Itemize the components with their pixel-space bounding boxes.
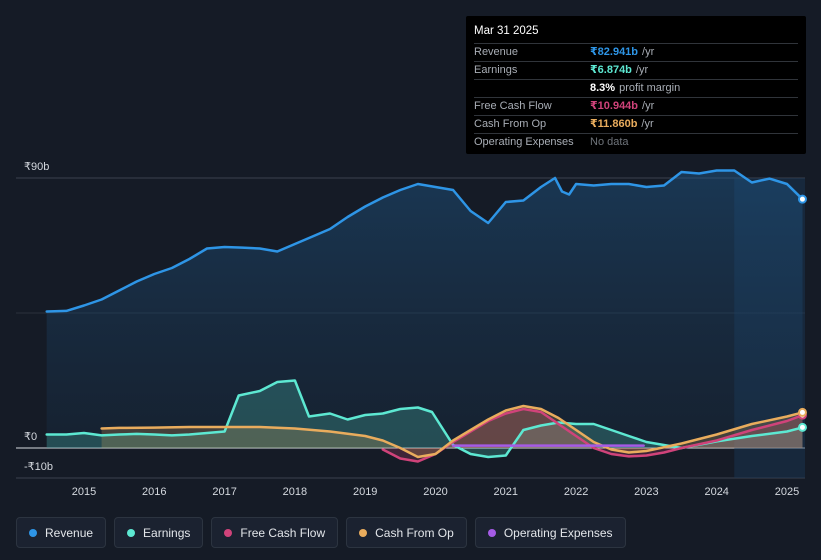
x-tick-label: 2019 (353, 486, 377, 498)
legend-dot-icon (29, 528, 37, 537)
revenue-area (46, 170, 803, 448)
legend-item-cash-from-op[interactable]: Cash From Op (346, 517, 467, 548)
tooltip-row-unit: /yr (642, 46, 655, 58)
legend-label: Free Cash Flow (240, 525, 326, 540)
tooltip-row: Operating Expenses No data (474, 134, 798, 151)
cash-from-op-line (100, 404, 804, 459)
x-tick-label: 2022 (564, 486, 588, 498)
tooltip-date: Mar 31 2025 (474, 22, 798, 44)
x-tick-label: 2025 (775, 486, 799, 498)
tooltip-row-value: ₹82.941b (590, 46, 639, 58)
tooltip-row: Free Cash Flow ₹10.944b/yr (474, 98, 798, 116)
y-tick-label: -₹10b (24, 461, 53, 473)
tooltip-row-label: Cash From Op (474, 118, 547, 130)
tooltip-row-unit: /yr (641, 118, 654, 130)
cash-from-op-area (101, 406, 803, 457)
tooltip-row-value: ₹6.874b (590, 64, 632, 76)
tooltip-row-value: 8.3% (590, 82, 616, 94)
tooltip-row: Cash From Op ₹11.860b/yr (474, 116, 798, 134)
tooltip-row-label (474, 80, 590, 97)
tooltip-row-unit: /yr (635, 64, 649, 76)
legend-dot-icon (127, 528, 136, 537)
revenue-end-marker (797, 194, 807, 204)
legend-dot-icon (224, 528, 233, 537)
tooltip-row-label: Earnings (474, 64, 518, 76)
x-tick-label: 2020 (423, 486, 447, 498)
tooltip-row: Revenue ₹82.941b/yr (474, 44, 798, 62)
tooltip-panel: Mar 31 2025 Revenue ₹82.941b/yr Earnings ₹6… (466, 16, 806, 154)
tooltip-row-unit: /yr (642, 100, 655, 112)
tooltip-row: Earnings ₹6.874b/yr (474, 62, 798, 80)
tooltip-row-value: No data (590, 136, 629, 148)
x-tick-label: 2018 (283, 486, 307, 498)
x-tick-label: 2015 (72, 486, 96, 498)
legend-item-revenue[interactable]: Revenue (16, 517, 107, 548)
y-tick-label: ₹90b (24, 161, 49, 173)
tooltip-row-label: Free Cash Flow (474, 100, 552, 112)
cash-from-op-end-marker (797, 407, 807, 417)
revenue-line (45, 169, 804, 313)
legend-label: Operating Expenses (503, 525, 613, 540)
legend-label: Cash From Op (375, 525, 454, 540)
legend-item-free-cash-flow[interactable]: Free Cash Flow (211, 517, 339, 548)
legend-label: Revenue (45, 525, 94, 540)
legend-dot-icon (487, 528, 496, 537)
tooltip-row-label: Operating Expenses (474, 136, 574, 148)
earnings-area (46, 380, 803, 457)
tooltip-row-value: ₹11.860b (590, 118, 638, 130)
legend-label: Earnings (143, 525, 191, 540)
earnings-line (45, 379, 804, 459)
legend: Revenue Earnings Free Cash Flow Cash From O… (16, 517, 626, 548)
chart: ₹90b ₹0 -₹10b 2015 2016 2017 2018 2019 2020 2021 2… (16, 161, 807, 498)
x-tick-label: 2017 (212, 486, 236, 498)
x-tick-label: 2021 (494, 486, 518, 498)
legend-item-earnings[interactable]: Earnings (114, 517, 204, 548)
y-tick-label: ₹0 (24, 431, 37, 443)
x-tick-label: 2024 (704, 486, 728, 498)
tooltip-row: 8.3% profit margin (474, 80, 798, 98)
tooltip-row-label: Revenue (474, 46, 519, 58)
legend-item-operating-expenses[interactable]: Operating Expenses (474, 517, 626, 548)
x-tick-label: 2023 (634, 486, 658, 498)
earnings-end-marker (797, 422, 807, 432)
tooltip-row-unit: profit margin (619, 82, 681, 94)
x-tick-label: 2016 (142, 486, 166, 498)
legend-dot-icon (359, 528, 368, 537)
tooltip-row-value: ₹10.944b (590, 100, 639, 112)
